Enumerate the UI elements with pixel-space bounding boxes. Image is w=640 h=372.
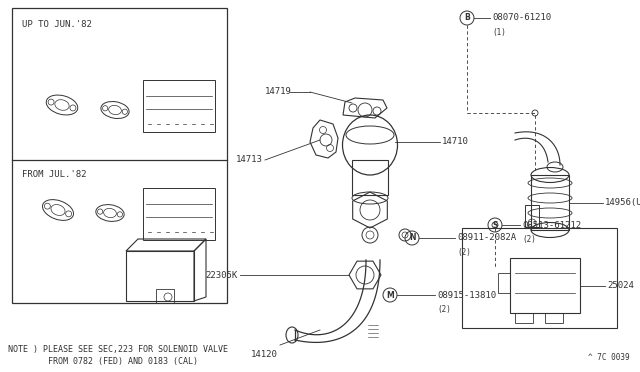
Bar [12, 8, 227, 303]
Text: 14713: 14713 [236, 155, 263, 164]
Text: FROM JUL.'82: FROM JUL.'82 [22, 170, 86, 179]
Bar [525, 205, 539, 227]
Text: 14120: 14120 [251, 350, 278, 359]
Bar [352, 160, 388, 195]
Text: 14956(USA): 14956(USA) [605, 199, 640, 208]
Text: NOTE ) PLEASE SEE SEC,223 FOR SOLENOID VALVE: NOTE ) PLEASE SEE SEC,223 FOR SOLENOID V… [8, 345, 228, 354]
Text: 14710: 14710 [442, 138, 469, 147]
Bar [156, 289, 174, 303]
Text: M: M [386, 291, 394, 299]
Text: B: B [464, 13, 470, 22]
Bar [510, 258, 580, 313]
Bar [531, 175, 569, 230]
Text: 25024: 25024 [607, 282, 634, 291]
Text: (2): (2) [457, 248, 471, 257]
Bar [126, 251, 194, 301]
Text: 14719: 14719 [265, 87, 292, 96]
Bar [143, 188, 215, 240]
Text: (1): (1) [492, 28, 506, 37]
Text: UP TO JUN.'82: UP TO JUN.'82 [22, 20, 92, 29]
Text: 08070-61210: 08070-61210 [492, 13, 551, 22]
Text: N: N [409, 234, 415, 243]
Text: (2): (2) [522, 235, 536, 244]
Bar [498, 273, 510, 293]
Text: 08915-13810: 08915-13810 [437, 291, 496, 299]
Bar [143, 80, 215, 132]
Bar [545, 313, 563, 323]
Text: ^ 7C 0039: ^ 7C 0039 [588, 353, 630, 362]
Text: FROM 0782 (FED) AND 0183 (CAL): FROM 0782 (FED) AND 0183 (CAL) [8, 357, 198, 366]
Text: 08911-2082A: 08911-2082A [457, 234, 516, 243]
Text: 22305K: 22305K [205, 270, 238, 279]
Bar [462, 228, 617, 328]
Bar [515, 313, 533, 323]
Text: 08513-61212: 08513-61212 [522, 221, 581, 230]
Text: S: S [492, 221, 498, 230]
Text: (2): (2) [437, 305, 451, 314]
